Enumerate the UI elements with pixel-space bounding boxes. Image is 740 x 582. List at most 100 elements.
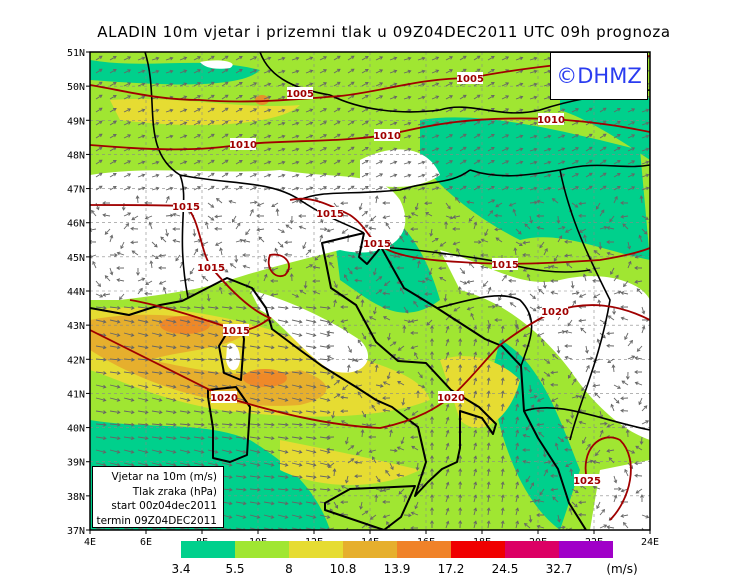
wind-arrow (263, 254, 268, 263)
wind-arrow (277, 436, 289, 441)
wind-arrow (382, 381, 391, 386)
wind-arrow (333, 299, 337, 308)
wind-arrow (457, 286, 462, 295)
wind-arrow (333, 172, 341, 178)
wind-arrow (403, 173, 412, 178)
wind-arrow (431, 237, 439, 243)
wind-arrow (627, 449, 636, 454)
wind-arrow (346, 364, 351, 373)
wind-arrow (459, 280, 468, 285)
wind-arrow (165, 449, 177, 454)
wind-arrow (389, 160, 398, 165)
wind-arrow (277, 422, 289, 427)
wind-arrow (109, 185, 117, 191)
wind-arrow (417, 56, 426, 61)
wind-arrow (524, 223, 531, 230)
wind-arrow (402, 195, 407, 204)
wind-arrow (326, 330, 335, 335)
wind-arrow (193, 248, 199, 256)
wind-arrow (473, 338, 478, 347)
wind-arrow (543, 108, 552, 113)
wind-arrow (445, 325, 450, 334)
wind-arrow (403, 147, 412, 152)
wind-arrow (151, 410, 163, 415)
wind-arrow (214, 226, 223, 231)
wind-arrow (95, 120, 103, 126)
wind-arrow (473, 221, 478, 230)
wind-arrow (179, 82, 188, 87)
wind-arrow (571, 160, 579, 165)
svg-text:1015: 1015 (363, 239, 391, 250)
wind-arrow (277, 121, 286, 126)
svg-text:1015: 1015 (197, 263, 225, 274)
wind-arrow (459, 267, 465, 275)
wind-arrow (565, 462, 573, 467)
wind-arrow (137, 384, 149, 389)
wind-arrow (445, 520, 450, 529)
wind-arrow (473, 468, 478, 477)
wind-arrow (452, 215, 461, 219)
wind-arrow (165, 195, 170, 204)
wind-arrow (361, 55, 369, 61)
wind-arrow (389, 95, 398, 100)
wind-arrow (459, 146, 467, 152)
wind-arrow (303, 280, 308, 289)
wind-arrow (165, 121, 174, 126)
wind-arrow (571, 173, 579, 178)
wind-arrow (270, 292, 279, 297)
wind-arrow (627, 121, 636, 126)
wind-arrow (571, 202, 579, 208)
wind-arrow (396, 356, 405, 361)
wind-arrow (137, 186, 146, 191)
isobar-label: 1010 (373, 129, 401, 142)
lat-tick-label: 42N (67, 355, 85, 366)
wind-arrow (452, 241, 461, 246)
wind-arrow (249, 345, 261, 350)
wind-arrow (611, 364, 616, 373)
wind-arrow (430, 442, 434, 451)
wind-arrow (179, 319, 191, 324)
wind-arrow (426, 319, 433, 326)
wind-arrow (568, 507, 573, 516)
wind-arrow (193, 69, 202, 74)
wind-arrow (291, 186, 300, 191)
wind-arrow (501, 160, 510, 165)
wind-arrow (319, 357, 331, 362)
wind-arrow (347, 146, 355, 152)
wind-arrow (515, 520, 520, 529)
wind-arrow (305, 173, 314, 178)
wind-arrow (305, 514, 317, 519)
wind-arrow (291, 436, 303, 441)
wind-arrow (249, 134, 258, 139)
wind-arrow (613, 107, 621, 113)
wind-arrow (207, 120, 215, 126)
wind-arrow (207, 371, 219, 375)
wind-arrow (368, 423, 377, 427)
wind-arrow (109, 462, 121, 467)
wind-arrow (620, 408, 629, 413)
wind-arrow (613, 384, 621, 389)
wind-arrow (607, 315, 615, 321)
wind-arrow (347, 172, 355, 178)
wind-arrow (596, 501, 601, 510)
wind-arrow (207, 159, 215, 165)
wind-arrow (123, 56, 132, 61)
wind-arrow (598, 241, 603, 250)
wind-arrow (484, 228, 489, 237)
wind-arrow (340, 485, 349, 490)
wind-arrow (458, 507, 463, 516)
wind-arrow (354, 474, 363, 479)
wind-arrow (487, 133, 495, 139)
wind-arrow (627, 355, 636, 360)
wind-arrow (417, 371, 423, 379)
wind-arrow (641, 215, 649, 220)
wind-arrow (599, 172, 607, 178)
wind-arrow (207, 332, 219, 337)
wind-arrow (593, 250, 601, 256)
wind-arrow (326, 447, 335, 452)
wind-arrow (207, 107, 215, 113)
wind-arrow (123, 397, 135, 402)
wind-arrow (410, 526, 419, 530)
wind-arrow (193, 332, 205, 337)
wind-arrow (333, 488, 342, 492)
